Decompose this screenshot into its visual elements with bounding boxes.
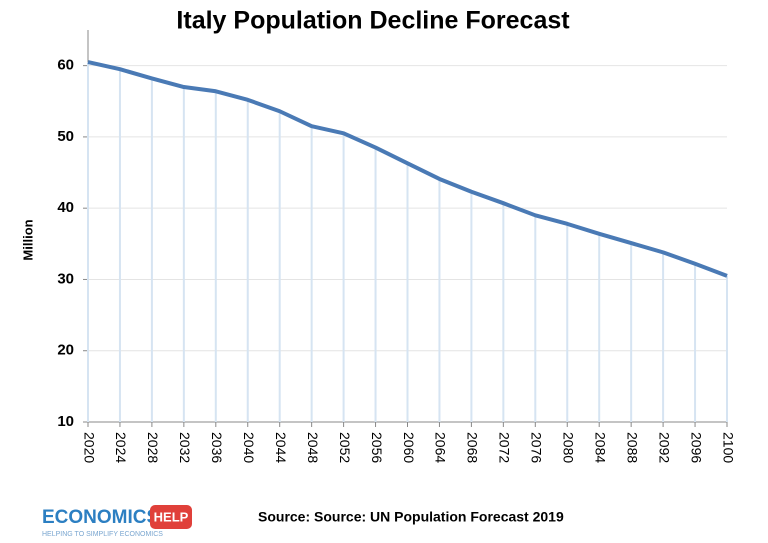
y-tick-label: 20 <box>57 342 74 359</box>
x-tick-label: 2080 <box>561 432 577 463</box>
x-tick-label: 2092 <box>656 432 672 463</box>
x-tick-label: 2072 <box>497 432 513 463</box>
source: Source: Source: UN Population Forecast 2… <box>258 509 564 525</box>
logo-tagline: HELPING TO SIMPLIFY ECONOMICS <box>42 531 163 538</box>
x-tick-label: 2084 <box>592 432 608 463</box>
logo-badge <box>150 505 192 529</box>
x-tick-label: 2036 <box>209 432 225 463</box>
logo-badge-text: HELP <box>154 509 189 524</box>
y-tick-label: 60 <box>57 57 74 74</box>
x-tick-label: 2044 <box>273 432 289 463</box>
x-tick-label: 2076 <box>529 432 545 463</box>
logo: ECONOMICS HELP HELPING TO SIMPLIFY ECONO… <box>42 505 192 538</box>
x-tick-label: 2056 <box>369 432 385 463</box>
x-tick-label: 2060 <box>401 432 417 463</box>
x-tick-label: 2020 <box>81 432 97 463</box>
y-tick-label: 30 <box>57 270 74 287</box>
x-tick-label: 2028 <box>145 432 161 463</box>
x-tick-label: 2088 <box>624 432 640 463</box>
y-tick-label: 40 <box>57 199 74 216</box>
logo-text: ECONOMICS <box>42 507 159 528</box>
x-tick-label: 2048 <box>305 432 321 463</box>
x-tick-label: 2024 <box>113 432 129 463</box>
x-tick-label: 2064 <box>433 432 449 463</box>
x-tick-label: 2052 <box>337 432 353 463</box>
x-tick-label: 2032 <box>177 432 193 463</box>
y-axis-label: Million <box>20 219 35 260</box>
line <box>87 60 728 278</box>
chart-title: Italy Population Decline Forecast <box>176 7 570 35</box>
x-tick-label: 2068 <box>465 432 481 463</box>
x-tick-label: 2096 <box>688 432 704 463</box>
y-tick-label: 50 <box>57 128 74 145</box>
x-tick-label: 2040 <box>241 432 257 463</box>
x-tick-label: 2100 <box>720 432 736 463</box>
y-tick-label: 10 <box>57 413 74 430</box>
